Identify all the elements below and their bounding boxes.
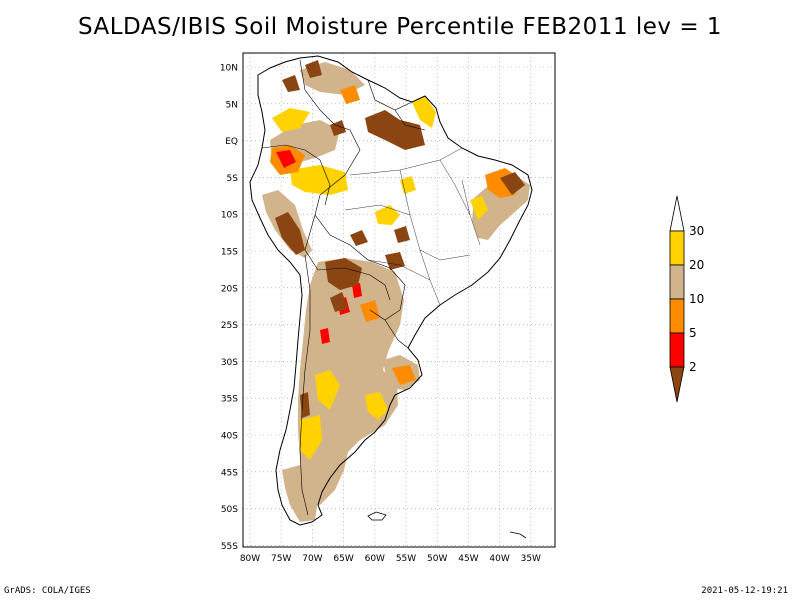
border-guianas xyxy=(367,79,426,131)
patch-orange-paraguay xyxy=(360,300,380,322)
legend-swatch-top xyxy=(669,195,685,232)
lon-label: 45W xyxy=(458,554,478,564)
border-brazil-west xyxy=(314,124,369,261)
state-border-6 xyxy=(439,159,471,216)
legend-colorbar: 30 20 10 5 2 xyxy=(669,195,704,403)
lat-label: 15S xyxy=(221,248,238,258)
lon-label: 75W xyxy=(271,554,291,564)
patch-tan-patagonia xyxy=(282,465,318,522)
lat-label: 10S xyxy=(221,211,238,221)
border-argentina-chile xyxy=(299,254,311,516)
border-colombia-venezuela xyxy=(299,59,336,126)
patch-orange-uruguay xyxy=(392,365,416,385)
lon-label: 55W xyxy=(396,554,416,564)
map-title: SALDAS/IBIS Soil Moisture Percentile FEB… xyxy=(77,14,723,40)
border-peru-brazil xyxy=(319,159,331,206)
map-panel: 10N5NEQ5S10S15S20S25S30S35S40S45S50S55S … xyxy=(220,52,556,564)
patch-brown-ne-brazil xyxy=(500,172,525,195)
legend-swatch-bottom xyxy=(669,366,685,403)
falkland-islands xyxy=(367,511,387,521)
legend-tick-label: 20 xyxy=(689,258,704,272)
patch-yellow-guiana xyxy=(412,96,436,128)
patch-brown-guiana-south xyxy=(395,122,414,140)
legend-swatch xyxy=(669,264,685,300)
legend-tick-label: 2 xyxy=(689,360,697,374)
lat-label: 10N xyxy=(220,64,238,74)
lat-label: 50S xyxy=(221,505,238,515)
patch-yellow-patagonia-north xyxy=(300,415,322,460)
lat-label: EQ xyxy=(225,137,238,147)
patch-brown-argentina-north xyxy=(330,292,348,312)
state-border-1 xyxy=(349,147,463,176)
lon-label: 60W xyxy=(365,554,385,564)
patch-red-chaco xyxy=(352,283,362,298)
footer-grads-credit: GrADS: COLA/IGES xyxy=(4,586,91,596)
border-bolivia xyxy=(304,214,391,301)
patch-brown-venezuela xyxy=(305,60,322,78)
lon-label: 65W xyxy=(333,554,353,564)
lon-label: 50W xyxy=(427,554,447,564)
lat-label: 35S xyxy=(221,395,238,405)
patch-yellow-central-brazil xyxy=(375,205,400,225)
patch-brown-pantanal xyxy=(385,252,405,270)
patch-brown-colombia xyxy=(282,75,300,92)
patch-yellow-amazon xyxy=(290,165,348,195)
lon-label: 80W xyxy=(240,554,260,564)
patch-brown-chile xyxy=(300,392,310,418)
lon-label: 35W xyxy=(521,554,541,564)
legend-tick-label: 5 xyxy=(689,326,697,340)
patch-yellow-buenos-aires xyxy=(365,392,388,420)
footer-timestamp: 2021-05-12-19:21 xyxy=(701,586,788,596)
lat-label: 55S xyxy=(221,542,238,552)
border-colombia-peru xyxy=(261,144,321,161)
lat-label: 45S xyxy=(221,468,238,478)
state-borders xyxy=(344,147,481,306)
patch-brown-brazil-central xyxy=(394,226,410,243)
lat-label: 30S xyxy=(221,358,238,368)
legend-tick-label: 30 xyxy=(689,224,704,238)
patch-tan-argentina xyxy=(298,258,404,505)
south-georgia xyxy=(509,531,527,539)
border-argentina-brazil xyxy=(384,319,409,349)
lon-label: 70W xyxy=(302,554,322,564)
lat-label: 5S xyxy=(227,174,239,184)
legend-swatch xyxy=(669,332,685,368)
map-frame xyxy=(242,52,556,548)
patch-red-andes xyxy=(320,328,330,344)
border-paraguay xyxy=(367,259,406,321)
coastline-south-america xyxy=(249,55,533,526)
state-border-3 xyxy=(344,204,411,216)
lat-label: 40S xyxy=(221,432,238,442)
state-border-7 xyxy=(367,259,431,281)
patch-brown-guiana xyxy=(365,110,425,150)
patch-red-peru xyxy=(276,150,296,168)
patch-brown-peru-andes xyxy=(275,212,305,255)
country-borders xyxy=(261,59,426,516)
patch-brown-mato-grosso xyxy=(350,230,368,246)
percentile-patches xyxy=(262,60,530,522)
legend-swatch xyxy=(669,230,685,266)
lat-label: 5N xyxy=(226,100,238,110)
patch-brown-bolivia xyxy=(325,258,362,290)
latitude-labels: 10N 5N EQ 5S 10S 15S 20S 25S 30S 35S 40S 45S 50S 55S xyxy=(220,64,238,552)
legend-tick-label: 10 xyxy=(689,292,704,306)
lon-label: 40W xyxy=(489,554,509,564)
lat-label: 20S xyxy=(221,284,238,294)
patch-yellow-amazon-east xyxy=(400,176,416,194)
patch-orange-venezuela xyxy=(340,85,360,104)
patch-yellow-colombia xyxy=(272,108,310,132)
lat-label: 25S xyxy=(221,321,238,331)
longitude-labels: 80W 75W 70W 65W 60W 55W 50W 45W 40W 35W xyxy=(240,554,541,564)
patch-yellow-central-argentina xyxy=(315,370,340,410)
legend-swatch xyxy=(669,298,685,334)
patch-yellow-ne-brazil xyxy=(470,196,488,220)
